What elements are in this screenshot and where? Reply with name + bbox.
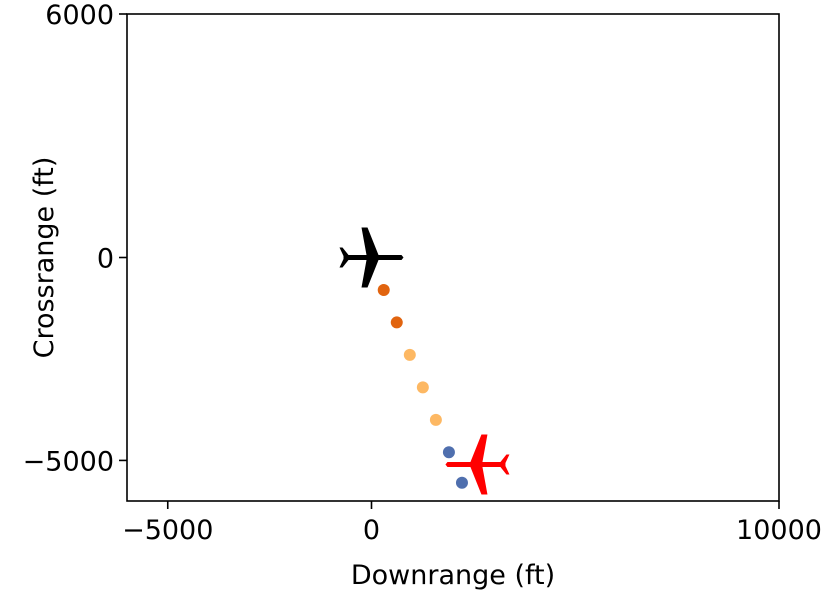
data-point <box>429 413 442 426</box>
y-tick-label: 0 <box>97 244 114 275</box>
data-point <box>455 476 468 489</box>
plot-area <box>339 227 510 495</box>
airplane-icon <box>339 227 404 288</box>
y-tick-label: −5000 <box>23 446 114 477</box>
x-tick-label: 0 <box>363 515 380 546</box>
data-point <box>403 348 416 361</box>
data-point <box>390 316 403 329</box>
x-tick-label: 10000 <box>736 515 822 546</box>
y-axis-label: Crossrange (ft) <box>29 157 60 359</box>
axes: −5000 0 10000 −5000 0 6000 Downrange (ft) Cross… <box>23 0 822 591</box>
x-tick-label: −5000 <box>122 515 213 546</box>
x-axis-label: Downrange (ft) <box>351 560 555 591</box>
data-point <box>377 283 390 296</box>
y-tick-label: 6000 <box>45 0 114 31</box>
data-point <box>442 446 455 459</box>
axes-frame <box>126 13 780 502</box>
data-point <box>416 381 429 394</box>
airplane-icon <box>445 434 510 495</box>
